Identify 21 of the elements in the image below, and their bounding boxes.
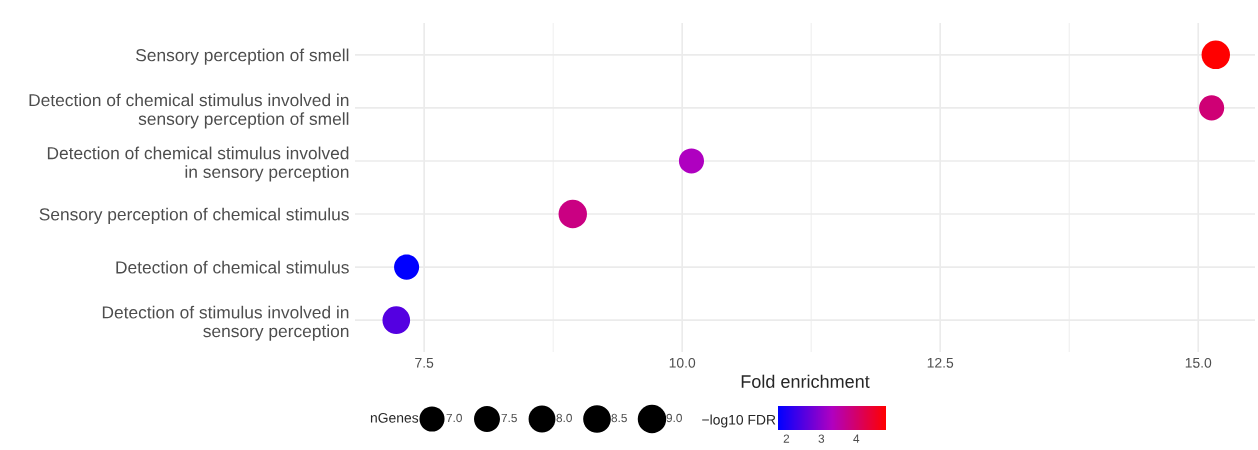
y-tick-label: Detection of chemical stimulus xyxy=(116,260,349,274)
x-axis-title: Fold enrichment xyxy=(741,374,870,388)
y-tick-label: Detection of chemical stimulus involved in sensory perception xyxy=(47,146,349,182)
color-bar-label: 2 xyxy=(783,434,790,443)
y-tick-label: Sensory perception of smell xyxy=(136,48,349,65)
legend-label: 8.0 xyxy=(556,413,572,423)
color-bar-label: 4 xyxy=(853,434,860,443)
legend-label: 8.5 xyxy=(611,413,627,423)
x-tick-label: 12.5 xyxy=(927,357,954,368)
legend-label: 9.0 xyxy=(666,413,682,423)
x-tick-label: 15.0 xyxy=(1185,357,1212,368)
legend-label: 7.0 xyxy=(446,413,462,423)
y-tick-label: Detection of stimulus involved in sensory perception xyxy=(102,305,349,341)
legend-title: nGenes xyxy=(370,412,419,423)
legend-label: 7.5 xyxy=(501,413,517,423)
y-tick-label: Sensory perception of chemical stimulus xyxy=(39,207,349,224)
color-bar-label: 3 xyxy=(818,434,825,443)
x-tick-label: 7.5 xyxy=(415,358,434,368)
x-tick-label: 10.0 xyxy=(669,357,696,368)
color-bar-title: −log10 FDR xyxy=(702,414,776,428)
y-tick-label: Detection of chemical stimulus involved in sensory perception of smell xyxy=(29,93,349,129)
